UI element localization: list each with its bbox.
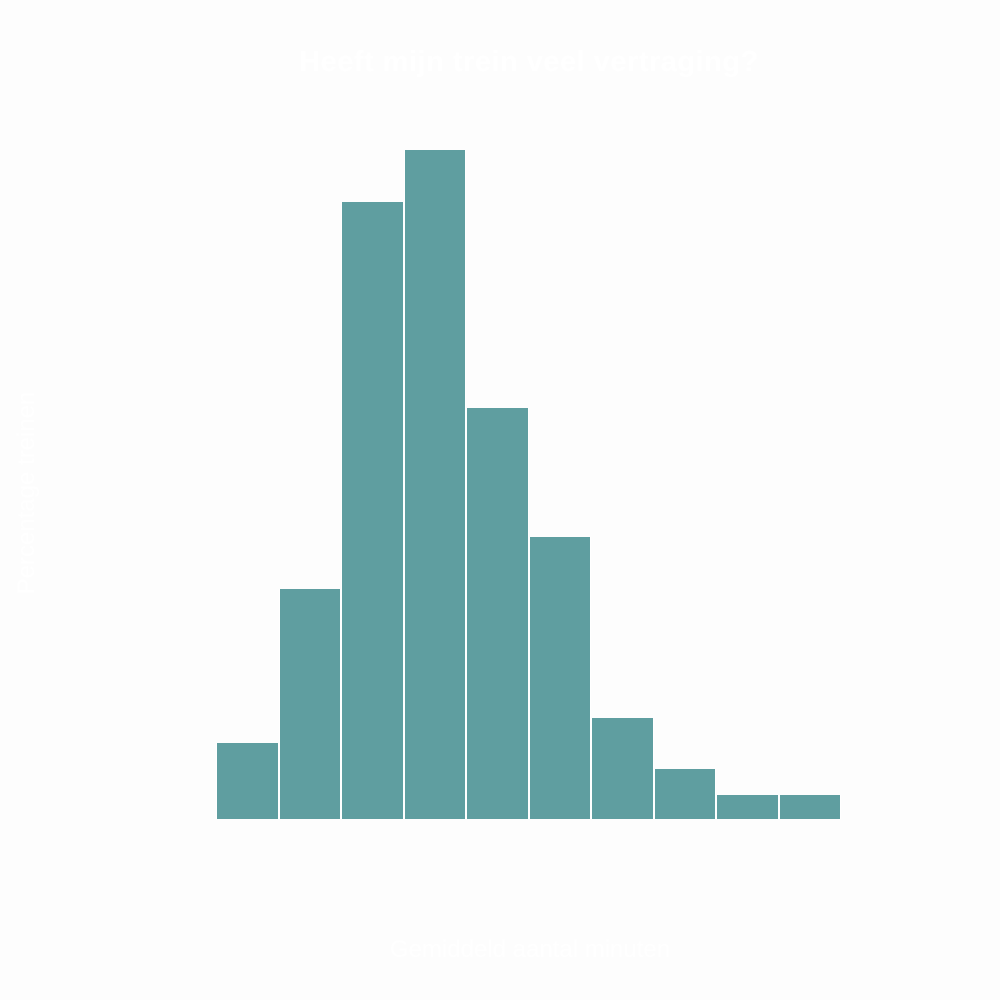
histogram-bar xyxy=(653,769,716,819)
histogram-bar xyxy=(716,795,779,819)
histogram-bar xyxy=(778,795,841,819)
histogram-bar xyxy=(466,408,529,819)
chart-title: Heeft mijn trein veel vertraging? xyxy=(299,46,759,78)
histogram-bar xyxy=(278,589,341,819)
x-tick-labels xyxy=(216,843,842,865)
histogram-bar xyxy=(341,202,404,819)
histogram-bar xyxy=(591,718,654,819)
plot-area xyxy=(216,150,842,819)
histogram-bar xyxy=(528,537,591,819)
y-axis-label: Percentage treinen xyxy=(13,391,40,595)
histogram-bar xyxy=(216,743,279,819)
x-axis-label: Gemiddeld aantal minuten xyxy=(389,936,671,963)
histogram-bar xyxy=(403,150,466,819)
